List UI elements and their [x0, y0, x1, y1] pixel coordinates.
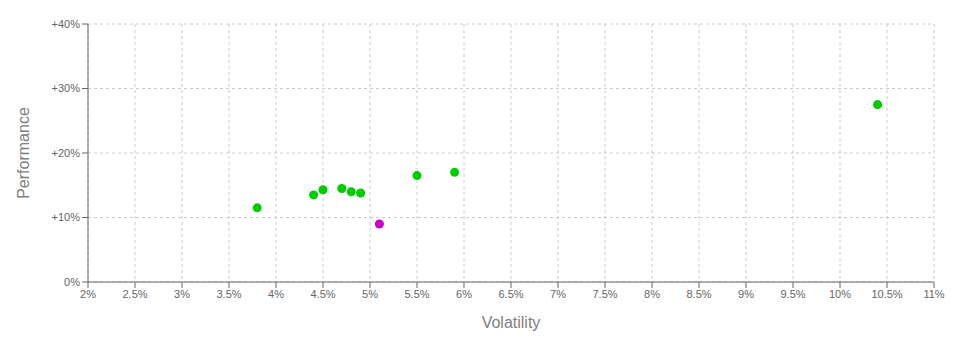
svg-text:4%: 4% [268, 288, 284, 300]
svg-text:+30%: +30% [52, 82, 81, 94]
svg-text:2%: 2% [80, 288, 96, 300]
svg-text:Volatility: Volatility [482, 314, 541, 331]
svg-text:5.5%: 5.5% [404, 288, 429, 300]
svg-text:7%: 7% [550, 288, 566, 300]
svg-text:Performance: Performance [15, 107, 32, 199]
svg-text:10.5%: 10.5% [871, 288, 902, 300]
svg-text:7.5%: 7.5% [592, 288, 617, 300]
svg-text:3%: 3% [174, 288, 190, 300]
svg-text:10%: 10% [829, 288, 851, 300]
svg-text:9%: 9% [738, 288, 754, 300]
svg-text:8%: 8% [644, 288, 660, 300]
svg-text:+40%: +40% [52, 18, 81, 30]
svg-text:5%: 5% [362, 288, 378, 300]
svg-text:6.5%: 6.5% [498, 288, 523, 300]
svg-text:8.5%: 8.5% [686, 288, 711, 300]
svg-text:3.5%: 3.5% [216, 288, 241, 300]
svg-text:+20%: +20% [52, 147, 81, 159]
svg-text:2.5%: 2.5% [122, 288, 147, 300]
svg-text:6%: 6% [456, 288, 472, 300]
svg-text:4.5%: 4.5% [310, 288, 335, 300]
svg-text:11%: 11% [923, 288, 944, 300]
svg-text:+10%: +10% [52, 211, 81, 223]
svg-text:0%: 0% [64, 276, 80, 288]
svg-text:9.5%: 9.5% [780, 288, 805, 300]
